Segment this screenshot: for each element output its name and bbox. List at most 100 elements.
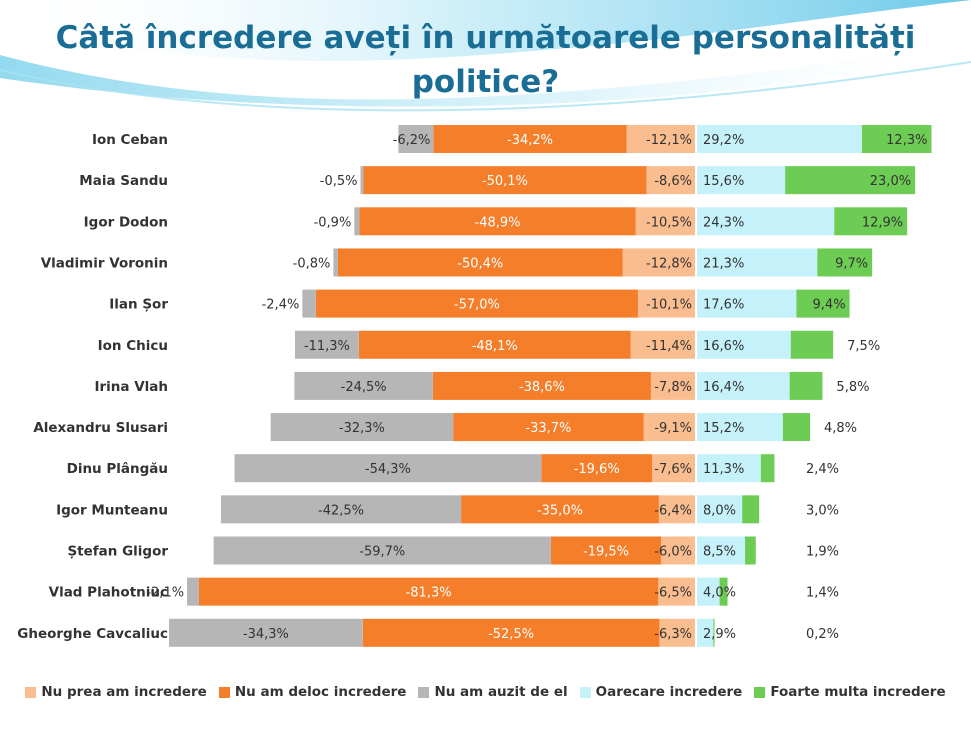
bar-nu-prea-vladimir-voronin [622, 248, 695, 277]
data-label-nu-prea-gheorghe-cavcaliuc: -6,3% [654, 627, 692, 642]
data-label-oarecare-ilan-sor: 17,6% [703, 298, 744, 313]
bar-oarecare-alexandru-slusari [697, 413, 783, 442]
bar-foarte-multa-stefan-gligor [745, 536, 756, 565]
bar-nu-am-auzit-dinu-plangau [234, 454, 542, 483]
legend-label-nu-am-auzit: Nu am auzit de el [434, 684, 568, 700]
bar-foarte-multa-ion-chicu [790, 330, 834, 359]
legend-swatch-nu-prea [25, 686, 37, 698]
bar-foarte-multa-gheorghe-cavcaliuc [713, 618, 715, 647]
data-label-oarecare-irina-vlah: 16,4% [703, 380, 744, 395]
bar-oarecare-stefan-gligor [697, 536, 746, 565]
data-label-foarte-multa-alexandru-slusari: 4,8% [824, 421, 857, 436]
data-label-foarte-multa-dinu-plangau: 2,4% [806, 462, 839, 477]
data-label-oarecare-alexandru-slusari: 15,2% [703, 421, 744, 436]
data-label-nu-am-deloc-gheorghe-cavcaliuc: -52,5% [488, 627, 534, 642]
category-label-dinu-plangau: Dinu Plângău [67, 461, 168, 477]
data-label-foarte-multa-ilan-sor: 9,4% [813, 298, 846, 313]
legend-label-nu-prea: Nu prea am incredere [41, 684, 207, 700]
bar-foarte-multa-ilan-sor [796, 289, 850, 318]
data-label-nu-am-deloc-vlad-plahotniuc: -81,3% [406, 586, 452, 601]
bar-nu-am-auzit-alexandru-slusari [270, 413, 454, 442]
category-label-maia-sandu: Maia Sandu [79, 173, 168, 189]
bar-nu-am-deloc-vladimir-voronin [337, 248, 623, 277]
bar-nu-am-deloc-igor-munteanu [461, 495, 659, 524]
bar-oarecare-irina-vlah [697, 371, 790, 400]
data-label-nu-am-deloc-alexandru-slusari: -33,7% [525, 421, 571, 436]
data-label-nu-am-auzit-gheorghe-cavcaliuc: -34,3% [243, 627, 289, 642]
data-label-nu-am-auzit-maia-sandu: -0,5% [320, 174, 358, 189]
bar-nu-prea-gheorghe-cavcaliuc [659, 618, 695, 647]
data-label-foarte-multa-ion-ceban: 12,3% [886, 133, 927, 148]
legend-label-nu-am-deloc: Nu am deloc incredere [234, 684, 407, 700]
bar-foarte-multa-igor-dodon [834, 207, 908, 236]
data-label-nu-am-deloc-dinu-plangau: -19,6% [574, 462, 620, 477]
diverging-bar-chart: Ion Ceban -12,1% -34,2% -6,2% 29,2% 12,3% Maia… [17, 125, 932, 647]
data-label-nu-am-auzit-dinu-plangau: -54,3% [365, 462, 411, 477]
bar-nu-am-deloc-gheorghe-cavcaliuc [362, 618, 660, 647]
data-label-foarte-multa-vlad-plahotniuc: 1,4% [806, 586, 839, 601]
bar-nu-am-deloc-irina-vlah [432, 371, 651, 400]
data-label-nu-am-deloc-ion-chicu: -48,1% [472, 339, 518, 354]
data-label-nu-am-deloc-ion-ceban: -34,2% [507, 133, 553, 148]
category-label-ion-ceban: Ion Ceban [92, 132, 168, 148]
bar-nu-prea-igor-dodon [635, 207, 695, 236]
bar-nu-am-auzit-ilan-sor [302, 289, 316, 318]
category-label-gheorghe-cavcaliuc: Gheorghe Cavcaliuc [17, 626, 168, 642]
bar-oarecare-gheorghe-cavcaliuc [697, 618, 714, 647]
data-label-foarte-multa-gheorghe-cavcaliuc: 0,2% [806, 627, 839, 642]
data-label-nu-am-auzit-vlad-plahotniuc: -2,1% [146, 586, 184, 601]
bar-nu-am-auzit-gheorghe-cavcaliuc [168, 618, 363, 647]
legend-swatch-oarecare [579, 686, 591, 698]
bar-oarecare-dinu-plangau [697, 454, 761, 483]
data-label-nu-am-deloc-stefan-gligor: -19,5% [583, 545, 629, 560]
bar-nu-am-auzit-ion-chicu [294, 330, 359, 359]
bar-nu-am-auzit-maia-sandu [360, 166, 364, 195]
data-label-oarecare-maia-sandu: 15,6% [703, 174, 744, 189]
bar-nu-am-deloc-vlad-plahotniuc [198, 577, 659, 606]
data-label-nu-am-deloc-ilan-sor: -57,0% [454, 298, 500, 313]
bar-foarte-multa-ion-ceban [861, 125, 932, 153]
bar-nu-am-auzit-irina-vlah [294, 371, 433, 400]
bar-foarte-multa-alexandru-slusari [782, 413, 810, 442]
bar-nu-prea-ion-chicu [630, 330, 695, 359]
category-label-igor-dodon: Igor Dodon [84, 214, 168, 230]
data-label-oarecare-dinu-plangau: 11,3% [703, 462, 744, 477]
bar-oarecare-ion-chicu [697, 330, 791, 359]
bar-nu-am-auzit-ion-ceban [398, 125, 434, 153]
data-label-nu-am-auzit-igor-dodon: -0,9% [314, 215, 352, 230]
bar-nu-prea-vlad-plahotniuc [658, 577, 695, 606]
data-label-oarecare-igor-dodon: 24,3% [703, 215, 744, 230]
bar-nu-am-auzit-stefan-gligor [213, 536, 551, 565]
data-label-nu-prea-dinu-plangau: -7,6% [654, 462, 692, 477]
data-label-nu-prea-vlad-plahotniuc: -6,5% [654, 586, 692, 601]
data-label-nu-am-auzit-irina-vlah: -24,5% [341, 380, 387, 395]
legend-item-oarecare: Oarecare incredere [579, 684, 743, 700]
data-label-foarte-multa-igor-dodon: 12,9% [862, 215, 903, 230]
data-label-nu-am-auzit-alexandru-slusari: -32,3% [339, 421, 385, 436]
bar-foarte-multa-maia-sandu [785, 166, 916, 195]
category-label-vlad-plahotniuc: Vlad Plahotniuc [49, 585, 168, 601]
data-label-nu-prea-maia-sandu: -8,6% [654, 174, 692, 189]
data-label-oarecare-ion-ceban: 29,2% [703, 133, 744, 148]
data-label-nu-am-auzit-igor-munteanu: -42,5% [318, 503, 364, 518]
category-label-stefan-gligor: Ștefan Gligor [67, 544, 168, 560]
data-label-foarte-multa-igor-munteanu: 3,0% [806, 503, 839, 518]
data-label-oarecare-gheorghe-cavcaliuc: 2,9% [703, 627, 736, 642]
data-label-oarecare-stefan-gligor: 8,5% [703, 545, 736, 560]
bar-nu-prea-maia-sandu [646, 166, 695, 195]
data-label-nu-am-auzit-vladimir-voronin: -0,8% [293, 256, 331, 271]
bar-foarte-multa-igor-munteanu [742, 495, 760, 524]
data-label-nu-prea-ilan-sor: -10,1% [646, 298, 692, 313]
data-label-foarte-multa-stefan-gligor: 1,9% [806, 545, 839, 560]
bar-nu-am-deloc-dinu-plangau [541, 454, 653, 483]
legend-label-oarecare: Oarecare incredere [595, 684, 743, 700]
data-label-nu-prea-stefan-gligor: -6,0% [654, 545, 692, 560]
data-label-foarte-multa-vladimir-voronin: 9,7% [835, 256, 868, 271]
bar-nu-prea-ilan-sor [637, 289, 695, 318]
data-label-nu-prea-igor-munteanu: -6,4% [654, 503, 692, 518]
bar-oarecare-igor-dodon [697, 207, 835, 236]
data-label-oarecare-vladimir-voronin: 21,3% [703, 256, 744, 271]
bar-nu-am-deloc-stefan-gligor [550, 536, 662, 565]
bar-nu-am-auzit-igor-munteanu [220, 495, 462, 524]
data-label-nu-am-auzit-ilan-sor: -2,4% [262, 298, 300, 313]
